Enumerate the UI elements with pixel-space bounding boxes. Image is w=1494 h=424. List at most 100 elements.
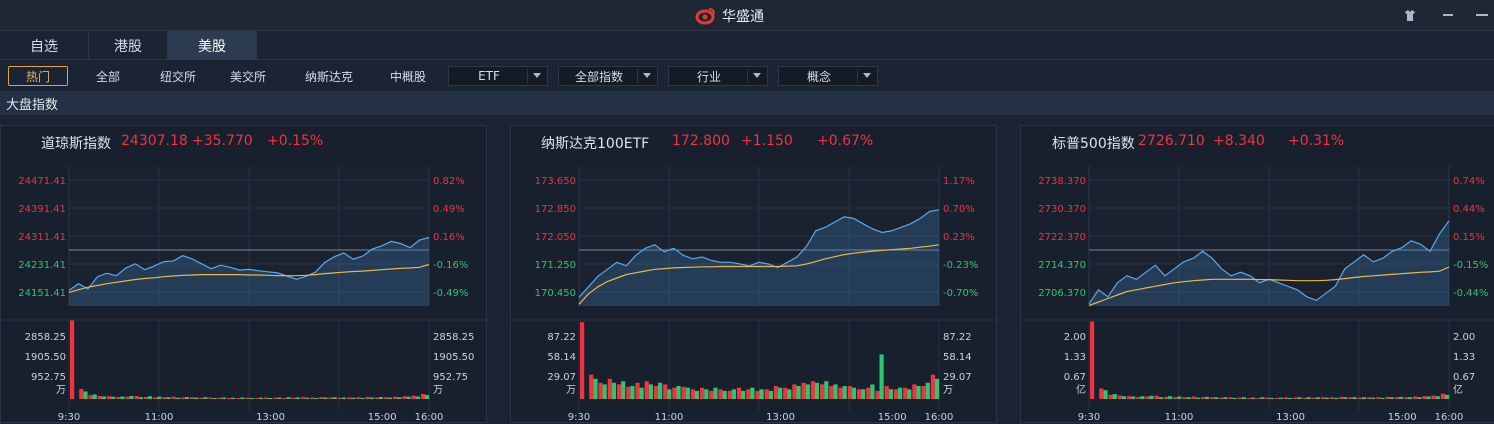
- filter-nyse[interactable]: 纽交所: [159, 69, 196, 84]
- dropdown-concept[interactable]: 概念: [778, 66, 878, 86]
- time-tick-label: 9:30: [1078, 412, 1100, 423]
- chevron-down-icon: [753, 73, 761, 78]
- volume-bar-down: [805, 384, 810, 399]
- shirt-icon[interactable]: [1402, 7, 1418, 23]
- volume-bar-up: [190, 397, 195, 399]
- volume-bar-down: [388, 397, 393, 399]
- minimize-icon[interactable]: [1440, 7, 1456, 23]
- pct-tick-label: 0.15%: [1453, 232, 1485, 243]
- dropdown-etf[interactable]: ETF: [448, 66, 548, 86]
- volume-bar-up: [300, 397, 305, 399]
- volume-bar-down: [658, 382, 663, 399]
- tab-hk-stocks[interactable]: 港股: [89, 31, 168, 60]
- volume-bar-down: [694, 390, 700, 399]
- dropdown-all-indices[interactable]: 全部指数: [558, 66, 658, 86]
- volume-bar-down: [741, 390, 746, 399]
- volume-bar-down: [221, 397, 226, 399]
- intraday-chart[interactable]: 2738.370 2730.370 2722.370 2714.370 2706.370…: [1021, 156, 1494, 424]
- index-panel-sp500[interactable]: 标普500指数 2726.710 +8.340 +0.31% 2738.370 2…: [1020, 125, 1494, 423]
- volume-bar-down: [879, 354, 884, 399]
- price-tick-label: 2706.370: [1038, 288, 1086, 299]
- volume-bar-up: [356, 397, 361, 399]
- price-tick-label: 2722.370: [1038, 232, 1086, 243]
- volume-bar-down: [83, 391, 88, 399]
- volume-bar-up: [820, 384, 825, 399]
- filter-nasdaq[interactable]: 纳斯达克: [304, 69, 353, 84]
- volume-bar-down: [406, 396, 411, 399]
- dropdown-concept-label: 概念: [806, 69, 831, 84]
- volume-bar-up: [411, 395, 416, 399]
- volume-bar-up: [866, 387, 871, 399]
- pct-tick-label: 0.74%: [1453, 176, 1485, 187]
- volume-bar-up: [1200, 397, 1205, 399]
- dropdown-industry-label: 行业: [696, 69, 721, 84]
- volume-bar-down: [314, 398, 319, 399]
- volume-bar-down: [621, 381, 626, 399]
- volume-tick-label: 0.67: [1453, 372, 1475, 383]
- filter-bar: 热门 全部 纽交所 美交所 纳斯达克 中概股 ETF 全部指数 行业 概念: [0, 60, 1494, 91]
- price-tick-label: 24311.41: [18, 232, 66, 243]
- volume-bar-down: [1140, 396, 1145, 399]
- price-tick-label: 171.250: [535, 260, 576, 271]
- volume-bar-down: [1131, 396, 1136, 399]
- volume-bar-up: [1136, 396, 1141, 399]
- close-icon[interactable]: [1474, 7, 1490, 23]
- volume-bar-up: [1348, 397, 1353, 399]
- volume-bar-down: [1361, 397, 1366, 399]
- volume-bar-down: [184, 397, 190, 399]
- volume-tick-label: 2858.25: [433, 332, 474, 343]
- index-panel-nasdaq100-etf[interactable]: 纳斯达克100ETF 172.800 +1.150 +0.67% 173.650…: [510, 125, 998, 424]
- volume-bar-down: [1417, 397, 1422, 399]
- index-panel-dow[interactable]: 道琼斯指数 24307.18 +35.770 +0.15% 24471.41 24…: [0, 125, 488, 424]
- volume-bar-down: [731, 389, 736, 399]
- volume-tick-label: 87.22: [547, 332, 576, 343]
- filter-all[interactable]: 全部: [95, 69, 120, 84]
- tab-watchlist[interactable]: 自选: [0, 31, 89, 60]
- volume-bar-up: [783, 387, 788, 399]
- volume-bar-down: [630, 386, 635, 399]
- filter-amex[interactable]: 美交所: [229, 69, 266, 84]
- time-tick-label: 16:00: [1435, 412, 1464, 423]
- volume-bar-down: [1103, 390, 1108, 399]
- volume-bar-up: [1385, 396, 1390, 399]
- volume-bar-up: [700, 387, 705, 399]
- price-tick-label: 24231.41: [18, 260, 66, 271]
- volume-bar-down: [397, 397, 402, 399]
- volume-tick-label: 2.00: [1064, 332, 1086, 343]
- volume-bar-down: [676, 386, 681, 399]
- volume-bar-down: [898, 387, 903, 399]
- volume-bar-up: [236, 398, 241, 399]
- filter-china-concept[interactable]: 中概股: [389, 69, 426, 84]
- tab-us-stocks[interactable]: 美股: [168, 31, 257, 60]
- volume-bar-down: [1380, 397, 1385, 399]
- index-price: 2726.710: [1138, 133, 1205, 149]
- time-tick-label: 16:00: [925, 412, 954, 423]
- price-tick-label: 24471.41: [18, 176, 66, 187]
- avg-price-line: [68, 263, 430, 294]
- brand-logo-icon: [695, 8, 715, 25]
- intraday-chart[interactable]: 173.650 172.850 172.050 171.250 170.450 1.17%…: [511, 156, 998, 424]
- intraday-chart[interactable]: 24471.41 24391.41 24311.41 24231.41 24151.41…: [1, 156, 488, 424]
- volume-bar-down: [378, 397, 383, 399]
- volume-bar-up: [143, 397, 148, 399]
- volume-bar-up: [727, 390, 732, 399]
- volume-bar-up: [1090, 321, 1095, 399]
- volume-bar-down: [1444, 394, 1450, 399]
- filter-hot[interactable]: 热门: [8, 66, 68, 86]
- dropdown-industry[interactable]: 行业: [668, 66, 768, 86]
- price-tick-label: 24151.41: [18, 288, 66, 299]
- volume-bar-down: [424, 394, 430, 399]
- price-area: [579, 209, 939, 306]
- volume-tick-label: 29.07: [943, 372, 972, 383]
- time-tick-label: 9:30: [58, 412, 80, 423]
- time-tick-label: 15:00: [878, 412, 907, 423]
- volume-bar-up: [254, 398, 259, 399]
- volume-bar-up: [893, 389, 898, 399]
- volume-bar-up: [1219, 397, 1224, 399]
- volume-bar-down: [1186, 397, 1191, 399]
- volume-bar-down: [415, 396, 420, 399]
- volume-bar-down: [713, 387, 718, 399]
- volume-bar-down: [157, 396, 162, 399]
- index-price: 24307.18: [121, 133, 188, 149]
- volume-tick-label: 1905.50: [433, 352, 474, 363]
